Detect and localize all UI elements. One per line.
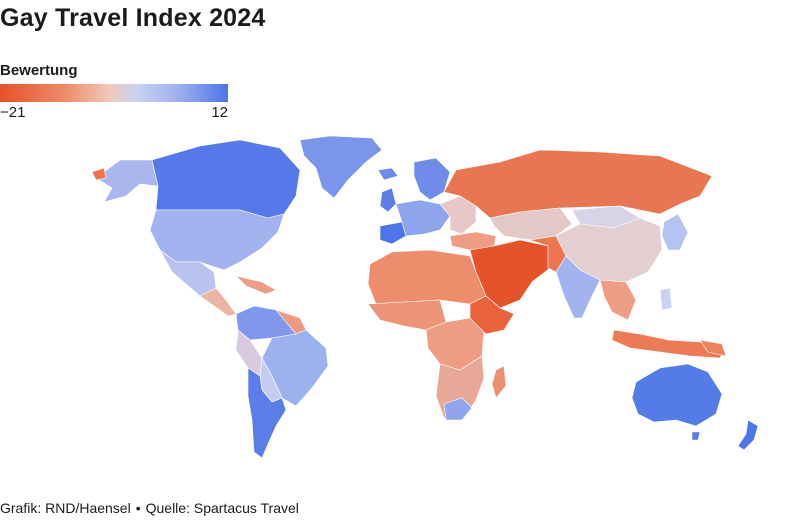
footer-separator: • <box>135 500 141 516</box>
region-philippines <box>659 287 673 311</box>
region-horn-of-africa <box>469 295 515 335</box>
region-uk-ireland <box>379 187 397 213</box>
region-tasmania <box>691 431 701 441</box>
chart-title: Gay Travel Index 2024 <box>0 4 266 32</box>
footer-source-text: Quelle: Spartacus Travel <box>145 500 299 516</box>
footer-source: Grafik: RND/Haensel • Quelle: Spartacus Tr… <box>0 500 299 516</box>
region-caribbean <box>235 275 277 295</box>
legend-gradient-bar <box>0 84 228 102</box>
region-argentina-chile <box>247 367 287 459</box>
region-west-africa <box>367 299 447 331</box>
region-india <box>555 255 601 319</box>
region-small-red-west <box>91 167 107 181</box>
region-alaska <box>95 159 159 203</box>
legend-ticks: −21 12 <box>0 104 228 121</box>
region-iceland <box>377 167 399 181</box>
footer-credit: Grafik: RND/Haensel <box>0 500 131 516</box>
region-papua-new-guinea <box>699 339 727 357</box>
region-southeast-asia <box>599 279 637 321</box>
region-iberia <box>379 221 407 245</box>
legend-min-label: −21 <box>0 104 26 121</box>
region-indonesia <box>611 329 725 359</box>
region-russia <box>443 149 713 219</box>
region-japan-korea <box>661 213 689 251</box>
legend-title: Bewertung <box>0 62 78 79</box>
region-western-europe <box>395 199 451 237</box>
region-scandinavia <box>413 157 451 201</box>
region-north-africa <box>367 249 487 305</box>
region-australia <box>631 363 723 427</box>
legend-max-label: 12 <box>211 104 228 121</box>
region-madagascar <box>491 365 507 399</box>
region-canada <box>151 139 301 219</box>
region-south-africa <box>443 397 473 421</box>
color-legend: Bewertung −21 12 <box>0 62 228 121</box>
region-greenland <box>299 135 383 199</box>
world-choropleth-map <box>91 135 759 459</box>
region-new-zealand <box>737 419 759 451</box>
